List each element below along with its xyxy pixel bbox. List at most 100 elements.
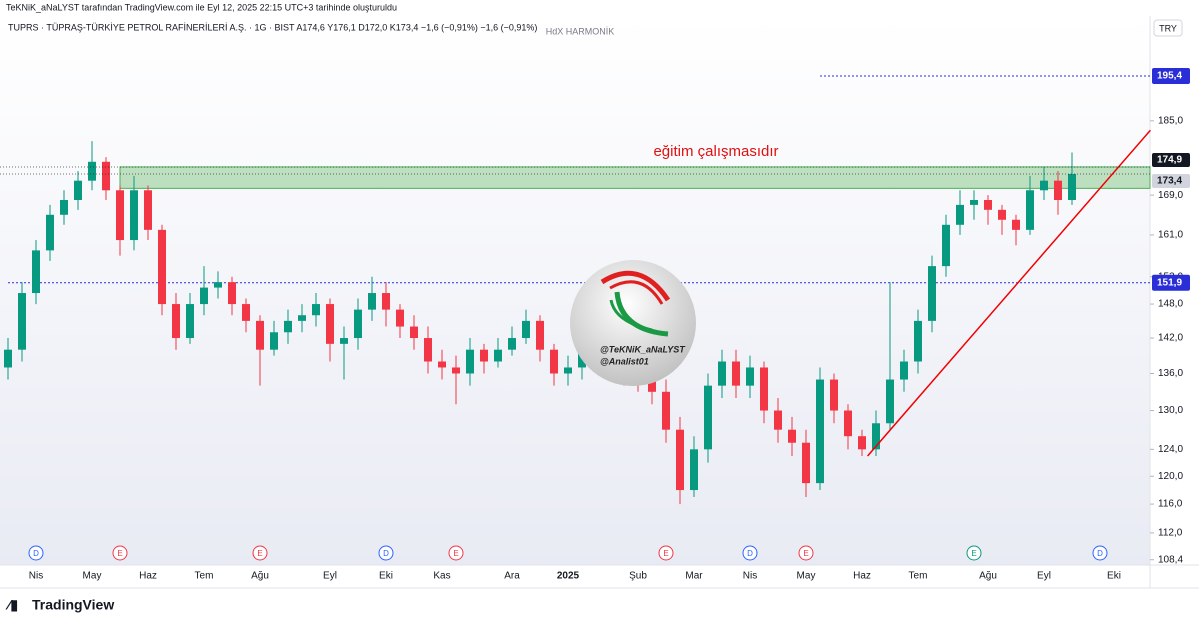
price-label: 173,4 — [1157, 176, 1182, 187]
candle-body — [18, 293, 26, 350]
candle-body — [1068, 174, 1076, 200]
event-marker — [252, 545, 268, 561]
candle-body — [508, 338, 516, 350]
candle-body — [914, 320, 922, 362]
candle-body — [354, 309, 362, 339]
x-tick-label: Nis — [743, 571, 757, 582]
candle-body — [998, 209, 1006, 220]
candle-body — [676, 429, 684, 491]
candle-body — [186, 304, 194, 339]
x-tick-label: Tem — [195, 571, 214, 582]
symbol-line: TUPRS · TÜPRAŞ-TÜRKİYE PETROL RAFİNERİLE… — [8, 22, 537, 32]
price-label: 174,9 — [1157, 155, 1182, 166]
level-box — [1152, 67, 1190, 84]
x-tick-label: Ara — [504, 571, 520, 582]
candle-body — [774, 410, 782, 430]
candle-body — [74, 180, 82, 200]
candle-body — [410, 326, 418, 339]
currency[interactable]: TRY — [1159, 23, 1177, 33]
event-marker — [1092, 545, 1108, 561]
candle-body — [858, 436, 866, 450]
candle-body — [4, 349, 12, 368]
x-tick-label: Haz — [853, 571, 871, 582]
footer-brand: TradingView — [32, 597, 114, 613]
candle-body — [382, 293, 390, 310]
candle-body — [158, 229, 166, 305]
currency-box[interactable] — [1153, 19, 1183, 37]
event-label: D — [383, 549, 389, 558]
candle-body — [242, 304, 250, 321]
event-label: E — [663, 549, 668, 558]
candle-body — [550, 349, 558, 374]
candle-body — [718, 361, 726, 386]
event-marker — [966, 545, 982, 561]
candle-body — [1026, 190, 1034, 230]
candle-body — [144, 190, 152, 230]
candle-body — [116, 190, 124, 241]
candle-body — [88, 161, 96, 181]
candle-body — [270, 332, 278, 350]
candle-body — [32, 250, 40, 294]
x-tick-label: Ağu — [979, 571, 997, 582]
candle-body — [256, 320, 264, 350]
x-tick-label: Eyl — [323, 571, 337, 582]
candle-body — [802, 442, 810, 484]
candle-body — [536, 320, 544, 350]
candle-body — [760, 367, 768, 411]
candle-body — [732, 361, 740, 386]
price-box — [1152, 174, 1190, 189]
x-tick-label: Ağu — [251, 571, 269, 582]
candle-body — [424, 338, 432, 362]
logo-arrow — [600, 270, 671, 302]
y-tick-label: 124,0 — [1158, 444, 1183, 455]
candle-body — [1054, 180, 1062, 200]
candle-body — [956, 204, 964, 225]
candle-body — [60, 199, 68, 215]
candle-body — [326, 304, 334, 344]
logo-arrow — [609, 280, 664, 305]
candle-body — [788, 429, 796, 443]
y-tick-label: 148,0 — [1158, 299, 1183, 310]
x-tick-label: Mar — [685, 571, 703, 582]
logo-arrow — [609, 299, 653, 332]
event-label: D — [747, 549, 753, 558]
candle-body — [214, 282, 222, 288]
event-label: E — [453, 549, 458, 558]
plot-bg — [0, 16, 1150, 565]
candle-body — [494, 349, 502, 362]
level-label: 195,4 — [1157, 71, 1182, 82]
x-tick-label: 2025 — [557, 571, 580, 582]
candle-body — [466, 349, 474, 374]
event-marker — [798, 545, 814, 561]
event-marker — [742, 545, 758, 561]
candle-body — [452, 367, 460, 374]
x-tick-label: Şub — [629, 571, 647, 582]
y-tick-label: 112,0 — [1158, 528, 1183, 539]
level-box — [1152, 274, 1190, 291]
candle-body — [1012, 219, 1020, 230]
candle-body — [844, 410, 852, 437]
event-label: E — [257, 549, 262, 558]
candle-body — [970, 199, 978, 205]
candle-body — [438, 361, 446, 368]
y-tick-label: 185,0 — [1158, 115, 1183, 126]
candle-body — [298, 315, 306, 321]
y-tick-label: 116,0 — [1158, 499, 1183, 510]
candle-body — [284, 320, 292, 333]
trendline — [867, 129, 1151, 457]
event-label: D — [33, 549, 39, 558]
candle-body — [228, 282, 236, 305]
price-box — [1152, 152, 1190, 167]
candle-body — [872, 423, 880, 450]
logo-arrow — [614, 291, 669, 337]
candle-body — [928, 266, 936, 321]
y-tick-label: 136,0 — [1158, 368, 1183, 379]
y-tick-label: 130,0 — [1158, 405, 1183, 416]
event-marker — [658, 545, 674, 561]
candle-body — [312, 304, 320, 316]
event-marker — [378, 545, 394, 561]
candle-body — [130, 190, 138, 241]
candle-body — [900, 361, 908, 380]
x-tick-label: Eki — [1107, 571, 1121, 582]
